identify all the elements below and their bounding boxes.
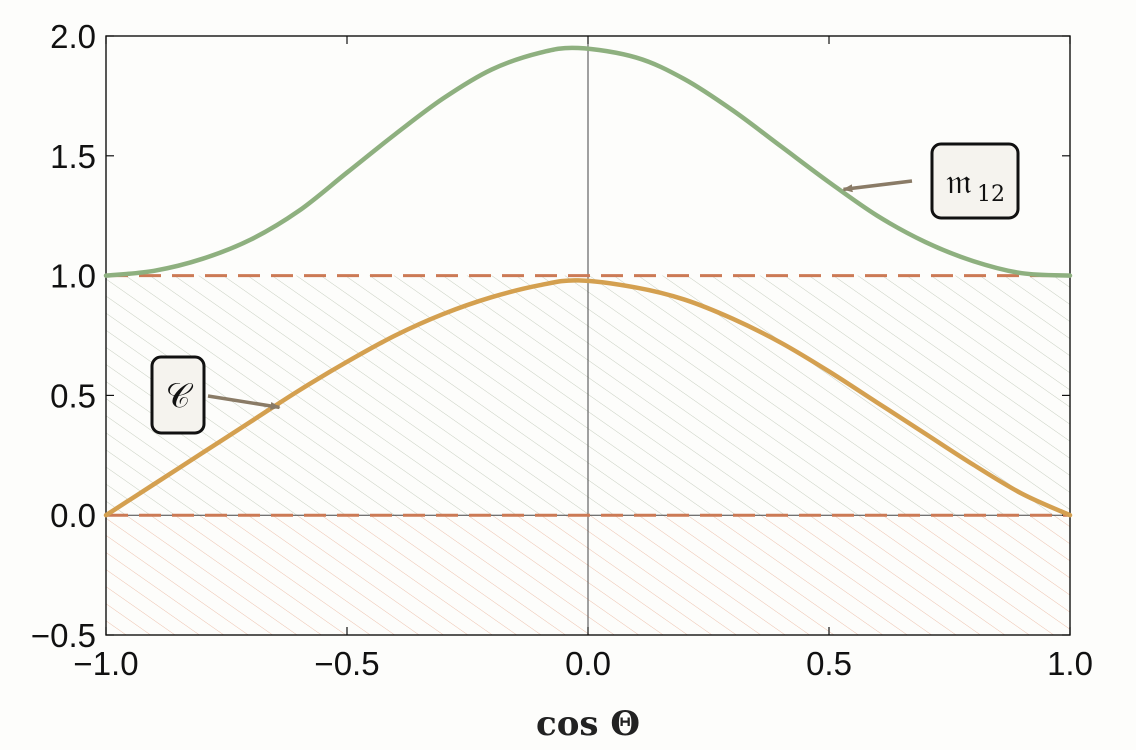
callout-arrow-1 bbox=[207, 394, 281, 410]
callout-arrow-0 bbox=[842, 179, 913, 193]
x-tick-label-4: 1.0 bbox=[1047, 645, 1093, 682]
callout-label-1: 𝒞 bbox=[166, 376, 194, 416]
callout-subscript-0: 12 bbox=[977, 182, 1005, 207]
callout-1: 𝒞 bbox=[150, 355, 281, 435]
y-tick-label-2: 0.5 bbox=[50, 377, 96, 414]
x-tick-label-2: 0.0 bbox=[565, 645, 611, 682]
callout-box-1 bbox=[150, 355, 206, 435]
y-tick-label-3: 1.0 bbox=[50, 258, 96, 295]
y-tick-label-1: 0.0 bbox=[50, 497, 96, 534]
y-tick-label-5: 2.0 bbox=[50, 18, 96, 55]
y-tick-label-4: 1.5 bbox=[50, 138, 96, 175]
series bbox=[103, 45, 1073, 518]
callouts: 𝔪 12 𝒞 bbox=[150, 142, 1020, 435]
callout-0: 𝔪 12 bbox=[842, 142, 1020, 220]
callout-label-0: 𝔪 bbox=[946, 162, 972, 202]
series-line-0 bbox=[103, 45, 1073, 278]
x-tick-label-3: 0.5 bbox=[806, 645, 852, 682]
series-line-1 bbox=[103, 278, 1073, 518]
x-tick-label-1: −0.5 bbox=[314, 645, 379, 682]
x-tick-label-0: −1.0 bbox=[73, 645, 138, 682]
y-tick-label-0: −0.5 bbox=[31, 617, 96, 654]
callout-box-0 bbox=[930, 142, 1020, 220]
tick-labels: −1.0 −0.5 0.0 0.5 1.0−0.50.00.51.01.52.0 bbox=[31, 18, 1093, 682]
x-axis-title: cos Θ bbox=[536, 704, 640, 744]
reference-lines bbox=[106, 274, 1070, 517]
